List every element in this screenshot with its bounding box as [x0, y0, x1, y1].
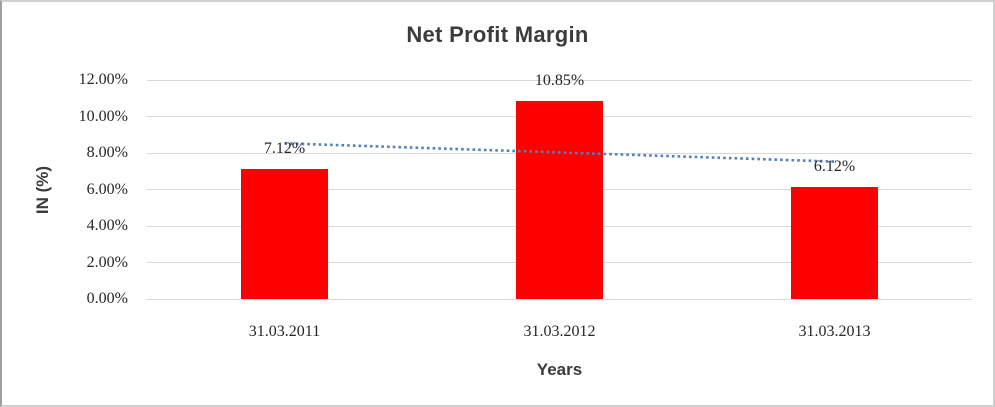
- y-tick-label: 6.00%: [86, 180, 128, 198]
- bar-data-label: 6.12%: [813, 158, 856, 176]
- y-tick-label: 8.00%: [86, 144, 128, 161]
- x-tick-label: 31.03.2012: [523, 323, 596, 340]
- trendline: [284, 142, 835, 163]
- x-tick-label: 31.03.2011: [248, 323, 321, 340]
- gridline: [147, 79, 972, 81]
- y-tick-label: 12.00%: [78, 71, 128, 88]
- bar-data-label: 7.12%: [263, 140, 306, 158]
- plot-area: 7.12% 10.85% 6.12%: [147, 73, 972, 300]
- y-axis-tick-labels: 0.00% 2.00% 4.00% 6.00% 8.00% 10.00% 12.00%: [2, 71, 128, 307]
- y-tick-label: 2.00%: [86, 253, 128, 271]
- bar: [516, 100, 603, 299]
- bar-data-label: 10.85%: [534, 72, 585, 89]
- chart-title: Net Profit Margin: [406, 22, 589, 47]
- trendline-path: [284, 142, 835, 163]
- gridline: [147, 298, 972, 300]
- x-tick-label: 31.03.2013: [798, 323, 871, 340]
- bar: [791, 187, 878, 299]
- bar: [241, 169, 328, 299]
- y-tick-label: 4.00%: [86, 217, 128, 234]
- x-axis-title: Years: [536, 360, 583, 379]
- y-tick-label: 10.00%: [78, 107, 128, 125]
- y-tick-label: 0.00%: [86, 290, 128, 307]
